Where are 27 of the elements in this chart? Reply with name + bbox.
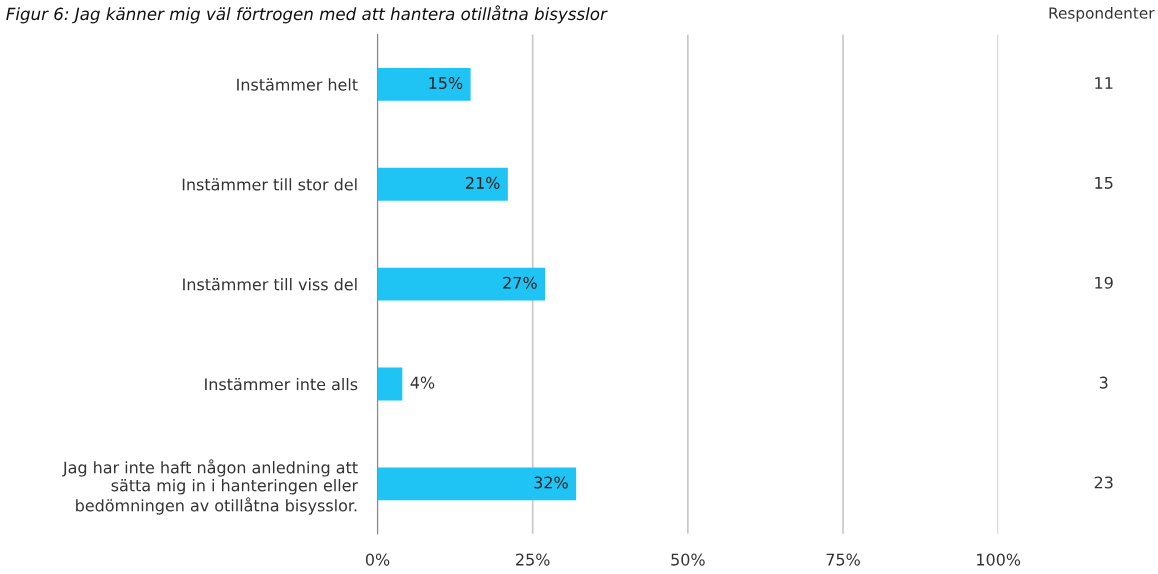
chart-title: Figur 6: Jag känner mig väl förtrogen med att hantera otillåtna bisysslor: [6, 5, 608, 24]
y-tick-label: Jag har inte haft någon anledning att sätta mig in i hanteringen eller bedömningen av otillåtna bisysslor.: [62, 459, 359, 515]
bar: [377, 267, 546, 301]
text: 3: [1099, 376, 1108, 389]
y-tick-label: Instämmer inte alls: [205, 377, 358, 391]
data-label: 32%: [534, 476, 568, 489]
bar: [377, 367, 403, 401]
y-tick-label: Instämmer till stor del: [182, 178, 357, 191]
x-tick-label: 25%: [516, 553, 550, 566]
text: 23: [1094, 476, 1113, 489]
x-tick-label: 50%: [671, 553, 705, 566]
bar: [377, 467, 577, 501]
text: 19: [1095, 276, 1113, 289]
bar: [377, 167, 508, 201]
text: Respondenter: [1049, 6, 1155, 22]
data-label: 4%: [410, 376, 435, 389]
data-label: 21%: [466, 176, 500, 189]
x-tick-label: 75%: [826, 553, 860, 566]
x-tick-label: 0%: [365, 553, 390, 566]
y-tick-label: Instämmer helt: [237, 78, 358, 91]
data-label: 27%: [503, 276, 537, 289]
data-label: 15%: [429, 76, 463, 90]
y-tick-label: Instämmer till viss del: [183, 278, 357, 291]
x-tick-label: 100%: [977, 553, 1021, 566]
bar: [377, 67, 471, 101]
text: 15: [1095, 177, 1113, 189]
text: 11: [1095, 77, 1113, 89]
